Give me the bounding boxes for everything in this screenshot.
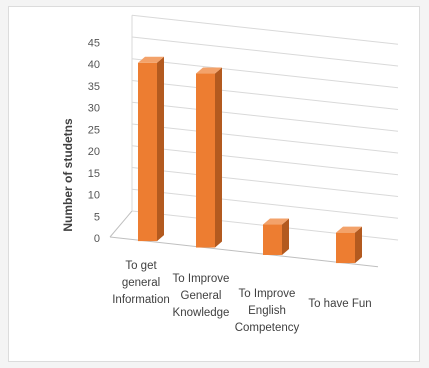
- category-label: general: [122, 277, 160, 289]
- floor-left-edge: [109, 210, 133, 238]
- y-tick-label: 25: [88, 124, 100, 136]
- bar-front: [336, 232, 355, 264]
- category-label: Competency: [235, 322, 300, 334]
- y-tick-label: 10: [88, 190, 100, 202]
- gridline-30: [131, 80, 399, 110]
- y-tick-label: 5: [94, 211, 100, 223]
- y-tick-label: 0: [94, 233, 100, 245]
- bar-front: [263, 224, 282, 255]
- bar-top: [336, 226, 362, 233]
- y-tick-label: 30: [88, 103, 100, 115]
- y-tick-label: 40: [88, 59, 100, 71]
- bar-side: [157, 56, 164, 242]
- bar-side: [215, 67, 222, 248]
- bar-side: [355, 226, 362, 264]
- gridline-35: [131, 58, 399, 89]
- gridline-40: [131, 36, 399, 67]
- category-label: Knowledge: [173, 307, 230, 319]
- category-label: Information: [112, 294, 170, 306]
- y-tick-label: 15: [88, 168, 100, 180]
- bar-top: [263, 218, 289, 225]
- bar-top: [196, 67, 222, 74]
- bar-front: [138, 62, 157, 242]
- gridline-10: [131, 167, 399, 197]
- category-label: General: [181, 290, 222, 302]
- y-tick-label: 35: [88, 81, 100, 93]
- bar-side: [282, 218, 289, 255]
- category-label: To have Fun: [308, 298, 371, 310]
- x-axis-line: [109, 236, 379, 268]
- category-label: English: [248, 305, 286, 317]
- y-tick-label: 45: [88, 37, 100, 49]
- y-tick-label: 20: [88, 146, 100, 158]
- category-label: To get: [125, 260, 157, 272]
- gridline-15: [131, 145, 399, 176]
- category-label: To Improve: [239, 288, 296, 300]
- gridline-25: [131, 101, 399, 132]
- bar-front: [196, 73, 215, 248]
- gridline-45: [131, 14, 399, 45]
- y-axis-title: Number of studetns: [61, 118, 75, 232]
- category-label: To Improve: [173, 273, 230, 285]
- gridline-20: [131, 123, 399, 154]
- gridline-5: [131, 188, 399, 219]
- bar-top: [138, 56, 164, 63]
